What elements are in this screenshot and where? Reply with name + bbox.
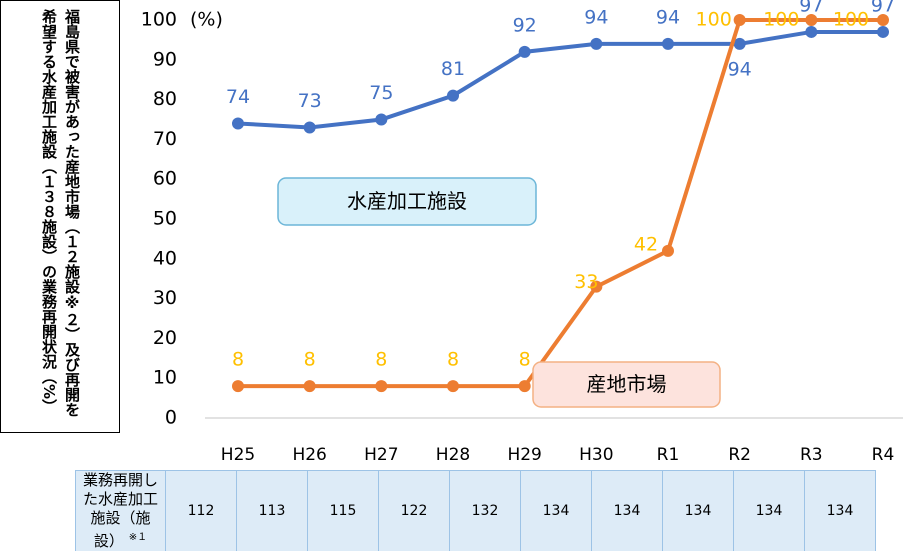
table-cell: 113 bbox=[236, 470, 308, 551]
point bbox=[877, 25, 889, 38]
data-label: 94 bbox=[656, 6, 680, 28]
table-note: ※１ bbox=[128, 532, 148, 543]
series-label: 水産加工施設 bbox=[347, 189, 467, 213]
table-cell: 132 bbox=[449, 470, 521, 551]
table-header: 業務再開した水産加工施設（施設） ※１ bbox=[75, 470, 166, 551]
data-label: 97 bbox=[799, 0, 823, 16]
data-label: 100 bbox=[763, 9, 799, 31]
y-axis-label-box: 福島県で被害があった産地市場（１２施設※２）及び再開を希望する水産加工施設（１３… bbox=[0, 0, 120, 433]
data-label: 74 bbox=[226, 86, 250, 108]
data-label: 75 bbox=[369, 82, 393, 104]
table-header-text: 業務再開した水産加工施設（施設） bbox=[82, 471, 158, 550]
y-tick-label: 60 bbox=[153, 168, 177, 190]
table-cell: 134 bbox=[520, 470, 592, 551]
y-tick-label: 100 bbox=[141, 9, 177, 31]
point bbox=[662, 37, 674, 50]
point bbox=[232, 380, 244, 393]
table-cell: 134 bbox=[662, 470, 734, 551]
y-tick-label: 30 bbox=[153, 287, 177, 309]
y-axis-label: 福島県で被害があった産地市場（１２施設※２）及び再開を希望する水産加工施設（１３… bbox=[40, 9, 81, 417]
data-label: 8 bbox=[447, 349, 459, 371]
data-label: 100 bbox=[696, 9, 732, 31]
x-tick-label: H25 bbox=[221, 445, 255, 465]
y-tick-label: 40 bbox=[153, 247, 177, 269]
point bbox=[662, 244, 674, 257]
table-row: 業務再開した水産加工施設（施設） ※１ 112 113 115 122 132 134 13… bbox=[75, 470, 876, 551]
data-label: 8 bbox=[232, 349, 244, 371]
line bbox=[238, 18, 883, 389]
y-tick-label: 20 bbox=[153, 327, 177, 349]
x-tick-label: H28 bbox=[436, 445, 470, 465]
y-tick-label: 10 bbox=[153, 367, 177, 389]
table-cell: 134 bbox=[733, 470, 805, 551]
line bbox=[237, 29, 883, 130]
data-label: 33 bbox=[574, 271, 598, 293]
data-label: 8 bbox=[304, 349, 316, 371]
y-unit: (%) bbox=[190, 9, 223, 31]
chart: 0 10 20 30 40 50 60 70 80 90 100 (%) H25 H26 H27 H28 H29… bbox=[141, 0, 903, 465]
point bbox=[303, 121, 316, 134]
x-tick-label: H29 bbox=[507, 445, 541, 465]
table-cell: 115 bbox=[307, 470, 379, 551]
point bbox=[805, 14, 818, 26]
point bbox=[733, 37, 746, 50]
point bbox=[805, 25, 818, 38]
data-table: 業務再開した水産加工施設（施設） ※１ 112 113 115 122 132 134 13… bbox=[75, 470, 876, 551]
point bbox=[518, 45, 531, 58]
data-label: 92 bbox=[513, 14, 537, 36]
series-label-box bbox=[277, 177, 537, 226]
data-label: 94 bbox=[728, 58, 752, 80]
y-tick-label: 90 bbox=[153, 48, 177, 70]
x-tick-label: R3 bbox=[800, 445, 823, 465]
x-tick-label: H26 bbox=[292, 445, 326, 465]
point bbox=[375, 380, 388, 393]
point bbox=[877, 14, 889, 26]
point bbox=[447, 89, 459, 102]
x-tick-label: R1 bbox=[657, 445, 680, 465]
series-label-box bbox=[532, 361, 721, 408]
data-label: 8 bbox=[375, 349, 387, 371]
point bbox=[733, 14, 746, 26]
data-label: 100 bbox=[833, 9, 869, 31]
data-label: 94 bbox=[584, 6, 608, 28]
table-cell: 122 bbox=[378, 470, 450, 551]
y-tick-label: 80 bbox=[153, 88, 177, 110]
x-tick-label: H27 bbox=[364, 445, 398, 465]
point bbox=[518, 380, 531, 393]
data-label: 42 bbox=[634, 233, 658, 255]
data-label: 8 bbox=[519, 349, 531, 371]
data-label: 97 bbox=[871, 0, 895, 16]
data-label: 81 bbox=[441, 58, 465, 80]
table-cell: 134 bbox=[591, 470, 663, 551]
point bbox=[447, 380, 459, 393]
y-tick-label: 50 bbox=[153, 208, 177, 230]
point bbox=[590, 37, 603, 50]
data-label: 73 bbox=[298, 90, 322, 112]
x-tick-label: H30 bbox=[579, 445, 613, 465]
y-tick-label: 0 bbox=[165, 407, 177, 429]
x-tick-label: R2 bbox=[728, 445, 751, 465]
y-tick-label: 70 bbox=[153, 128, 177, 150]
point bbox=[590, 280, 603, 293]
x-tick-label: R4 bbox=[872, 445, 895, 465]
point bbox=[375, 113, 388, 126]
table-cell: 112 bbox=[165, 470, 237, 551]
point bbox=[232, 117, 244, 130]
series-label: 産地市場 bbox=[587, 372, 667, 396]
point bbox=[303, 380, 316, 393]
table-cell: 134 bbox=[804, 470, 876, 551]
